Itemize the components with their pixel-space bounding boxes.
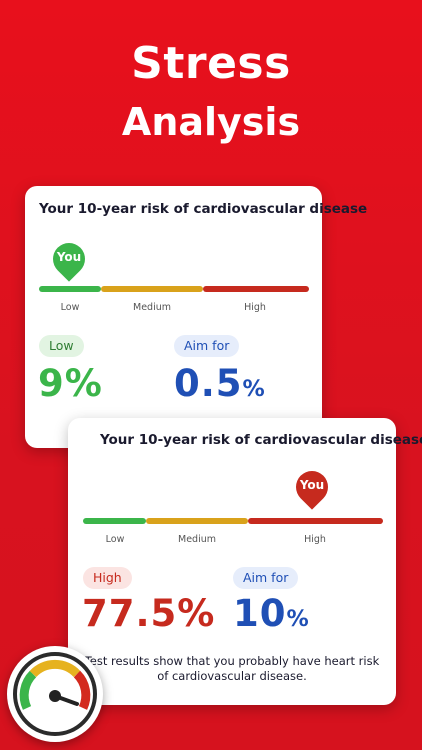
scale-high-label: High: [244, 302, 266, 313]
scale-low: [83, 518, 146, 524]
scale-high: [248, 518, 383, 524]
card-title: Your 10-year risk of cardiovascular dise…: [100, 432, 422, 448]
scale-low-label: Low: [60, 302, 80, 313]
page-title: Stress: [131, 38, 291, 89]
result-note-line2: of cardiovascular disease.: [157, 669, 307, 683]
card-title: Your 10-year risk of cardiovascular dise…: [39, 201, 368, 217]
aim-value: 0.5%: [174, 362, 265, 405]
scale-medium: [146, 518, 248, 524]
scale-medium: [101, 286, 203, 292]
speedometer-gauge-icon: [7, 646, 103, 742]
risk-value: 77.5%: [82, 592, 216, 635]
scale-medium-label: Medium: [178, 534, 216, 545]
scale-low: [39, 286, 101, 292]
you-marker-label: You: [56, 250, 82, 264]
you-marker-label: You: [299, 478, 325, 492]
aim-badge: Aim for: [174, 335, 240, 357]
result-note-line1: Test results show that you probably have…: [84, 654, 380, 668]
aim-value: 10%: [233, 592, 309, 635]
risk-value: 9%: [38, 362, 103, 405]
scale-high: [203, 286, 309, 292]
risk-card-high: Your 10-year risk of cardiovascular dise…: [68, 418, 422, 705]
scale-low-label: Low: [105, 534, 125, 545]
aim-unit: %: [286, 606, 309, 632]
aim-number: 10: [233, 592, 287, 635]
aim-badge: Aim for: [233, 567, 299, 589]
scale-medium-label: Medium: [133, 302, 171, 313]
aim-unit: %: [242, 376, 265, 402]
risk-level-badge: Low: [39, 335, 84, 357]
risk-level-badge: High: [83, 567, 132, 589]
aim-number: 0.5: [174, 362, 243, 405]
scale-high-label: High: [304, 534, 326, 545]
risk-card-low: Your 10-year risk of cardiovascular dise…: [25, 186, 367, 448]
page-subtitle: Analysis: [121, 100, 301, 144]
